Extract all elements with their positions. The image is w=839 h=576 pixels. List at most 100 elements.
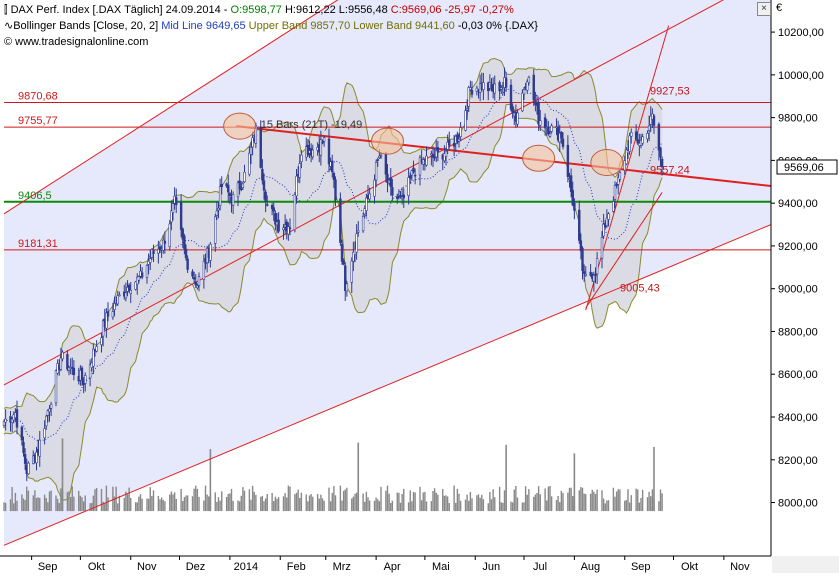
candle-body bbox=[137, 276, 141, 281]
candle-body bbox=[249, 146, 253, 155]
highlight-ellipse bbox=[590, 149, 624, 177]
candle-body bbox=[45, 415, 48, 427]
candle-body bbox=[227, 184, 230, 193]
candle-body bbox=[49, 403, 53, 409]
candle-body bbox=[136, 276, 139, 285]
level-label: 9406,5 bbox=[18, 190, 52, 202]
candle-body bbox=[659, 147, 662, 158]
y-tick-label: 8600,00 bbox=[778, 369, 818, 381]
candle-body bbox=[589, 271, 592, 276]
highlight-ellipses bbox=[223, 112, 624, 177]
indicator-icon: ∿ bbox=[4, 20, 14, 32]
candle-body bbox=[214, 216, 217, 244]
candle-body bbox=[470, 89, 474, 95]
candle-body bbox=[228, 193, 232, 196]
candle-body bbox=[231, 194, 235, 206]
candle-body bbox=[217, 207, 220, 211]
candle-body bbox=[378, 155, 381, 158]
bb-symbol: {.DAX} bbox=[504, 20, 538, 32]
candle-body bbox=[129, 289, 132, 294]
candle-body bbox=[101, 320, 105, 337]
candle-body bbox=[602, 224, 605, 237]
trendline-channel-upper bbox=[3, 0, 339, 215]
candle-body bbox=[628, 135, 631, 152]
trendline-rebound-steep bbox=[585, 25, 670, 311]
candle-body bbox=[361, 215, 365, 232]
last-value-box bbox=[776, 159, 838, 175]
candle-body bbox=[272, 207, 275, 212]
candle-body bbox=[612, 201, 615, 212]
candle-body bbox=[436, 147, 440, 153]
close-value: C:9569,06 bbox=[390, 4, 442, 16]
bb-upper-value: Upper Band 9857,70 bbox=[248, 20, 351, 32]
x-tick-label: Mrz bbox=[333, 561, 351, 573]
candle-body bbox=[293, 194, 297, 231]
trendline-resistance-falling bbox=[236, 125, 772, 188]
candle-body bbox=[389, 177, 392, 187]
candle-body bbox=[365, 197, 368, 211]
candle-body bbox=[425, 155, 428, 166]
candle-body bbox=[456, 134, 459, 143]
candle-body bbox=[368, 193, 371, 200]
level-annotation: 9927,53 bbox=[650, 85, 690, 97]
candle-body bbox=[345, 283, 349, 292]
candle-body bbox=[526, 81, 529, 91]
candle-body bbox=[72, 367, 76, 376]
candle-body bbox=[402, 194, 405, 199]
candle-body bbox=[649, 115, 652, 125]
candle-body bbox=[443, 153, 446, 162]
candle-body bbox=[452, 142, 456, 147]
candle-body bbox=[322, 137, 326, 142]
candle-body bbox=[547, 126, 550, 135]
horizontal-levels bbox=[4, 102, 771, 251]
candle-body bbox=[376, 159, 379, 161]
candle-body bbox=[88, 364, 92, 379]
candle-body bbox=[413, 174, 417, 177]
candle-body bbox=[2, 421, 6, 426]
x-tick-label: Sep bbox=[38, 561, 58, 573]
level-label: 9181,31 bbox=[18, 238, 58, 250]
candle-body bbox=[433, 156, 436, 159]
trendline-rebound-support bbox=[585, 192, 663, 309]
candle-body bbox=[647, 125, 651, 131]
lower-band bbox=[3, 103, 663, 501]
candle-body bbox=[170, 210, 173, 223]
y-tick-label: 8200,00 bbox=[778, 455, 818, 467]
candle-body bbox=[522, 89, 526, 95]
candle-body bbox=[537, 102, 540, 124]
highlight-ellipse bbox=[371, 127, 404, 155]
last-value-label: 9569,06 bbox=[784, 162, 824, 174]
candle-body bbox=[298, 163, 301, 178]
candle-body bbox=[657, 124, 661, 151]
candle-icon: ⫿ bbox=[4, 4, 11, 16]
chart-header: ⫿ DAX Perf. Index [.DAX Täglich] 24.09.2… bbox=[4, 2, 538, 50]
candle-body bbox=[339, 198, 342, 243]
candle-body bbox=[498, 82, 501, 92]
candle-body bbox=[464, 110, 467, 131]
candle-body bbox=[573, 203, 576, 211]
candle-body bbox=[527, 77, 531, 83]
candle-body bbox=[342, 260, 345, 265]
candle-body bbox=[152, 250, 155, 254]
candle-body bbox=[306, 145, 310, 156]
candle-body bbox=[105, 312, 108, 329]
candle-body bbox=[386, 173, 389, 183]
candle-body bbox=[251, 137, 254, 148]
x-tick-label: Apr bbox=[384, 561, 401, 573]
candle-body bbox=[277, 219, 280, 232]
candle-body bbox=[584, 273, 587, 276]
candle-body bbox=[407, 177, 410, 196]
candle-body bbox=[521, 92, 524, 112]
candle-body bbox=[95, 346, 98, 352]
candle-body bbox=[641, 136, 644, 144]
candle-body bbox=[181, 228, 184, 240]
candle-body bbox=[262, 180, 266, 191]
candle-body bbox=[220, 184, 223, 188]
candle-body bbox=[149, 258, 152, 263]
close-button[interactable]: × bbox=[757, 2, 771, 16]
y-tick-label: 8000,00 bbox=[778, 498, 818, 510]
candle-body bbox=[287, 226, 290, 235]
candle-body bbox=[202, 261, 206, 280]
